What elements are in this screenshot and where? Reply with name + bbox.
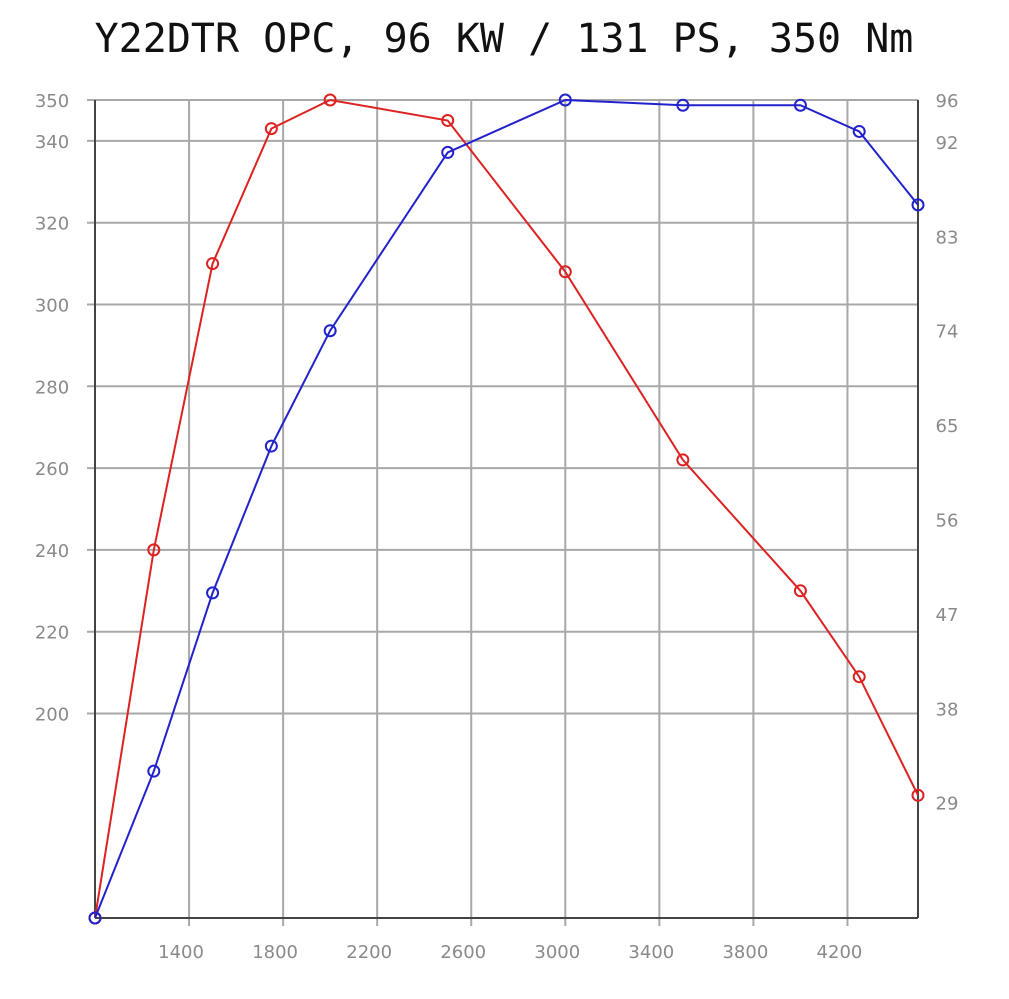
right-tick-label: 65 xyxy=(936,416,959,437)
series-2-point xyxy=(911,198,925,212)
series-2-point xyxy=(323,324,337,338)
series xyxy=(88,93,925,925)
left-tick-label: 320 xyxy=(35,214,69,235)
x-tick-label: 2200 xyxy=(346,942,392,963)
left-tick-label: 350 xyxy=(35,91,69,112)
series-2-point xyxy=(88,911,102,925)
series-1-point xyxy=(676,453,690,467)
series-line-2 xyxy=(94,98,919,919)
axes xyxy=(94,100,919,919)
x-tick-label: 2600 xyxy=(440,942,486,963)
series-1-point xyxy=(558,265,572,279)
left-tick-label: 300 xyxy=(35,296,69,317)
right-tick-label: 29 xyxy=(936,794,959,815)
right-tick-label: 92 xyxy=(936,133,959,154)
series-1-point xyxy=(323,93,337,107)
left-tick-label: 260 xyxy=(35,459,69,480)
x-axis-ticks: 1400 1800 2200 2600 3000 3400 3800 4200 xyxy=(158,942,862,963)
left-axis-ticks: 200 220 240 260 280 300 320 340 350 xyxy=(35,91,69,726)
x-tick-label: 1800 xyxy=(252,942,298,963)
series-1-point xyxy=(264,122,278,136)
right-tick-label: 74 xyxy=(936,322,959,343)
right-tick-label: 56 xyxy=(936,510,959,531)
left-tick-label: 220 xyxy=(35,623,69,644)
series-2-point xyxy=(147,764,161,778)
series-2-point xyxy=(852,124,866,138)
series-1-point xyxy=(206,257,220,271)
series-1-point xyxy=(147,543,161,557)
x-tick-label: 1400 xyxy=(158,942,204,963)
chart-title: Y22DTR OPC, 96 KW / 131 PS, 350 Nm xyxy=(95,16,914,62)
left-tick-label: 240 xyxy=(35,541,69,562)
series-2-point xyxy=(206,586,220,600)
series-2-point xyxy=(558,93,572,107)
series-1-point xyxy=(793,584,807,598)
right-axis-ticks: 29 38 47 56 65 74 83 92 96 xyxy=(936,91,959,815)
left-tick-label: 200 xyxy=(35,705,69,726)
series-2-point xyxy=(264,439,278,453)
left-tick-label: 280 xyxy=(35,377,69,398)
x-tick-label: 4200 xyxy=(817,942,863,963)
right-tick-label: 38 xyxy=(936,699,959,720)
series-1-point xyxy=(852,670,866,684)
right-tick-label: 96 xyxy=(936,91,959,112)
x-tick-label: 3400 xyxy=(628,942,674,963)
right-tick-label: 47 xyxy=(936,605,959,626)
grid xyxy=(87,99,918,926)
series-line-1 xyxy=(94,98,919,919)
series-2-point xyxy=(793,98,807,112)
series-1-point xyxy=(441,113,455,127)
x-tick-label: 3000 xyxy=(534,942,580,963)
series-2-point xyxy=(441,145,455,159)
series-2-point xyxy=(676,98,690,112)
right-tick-label: 83 xyxy=(936,227,959,248)
x-tick-label: 3800 xyxy=(722,942,768,963)
series-1-point xyxy=(911,788,925,802)
left-tick-label: 340 xyxy=(35,132,69,153)
